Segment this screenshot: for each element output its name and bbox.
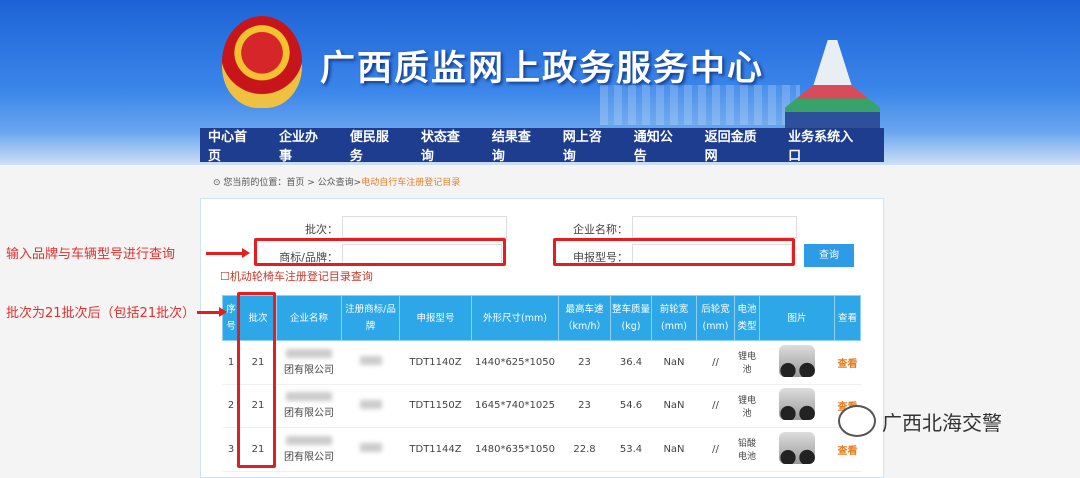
checkbox-icon[interactable]: ☐ [220,270,230,283]
table-row: 1 21 团有限公司 TDT1140Z 1440*625*1050 23 36.4 NaN//… [222,340,861,385]
wheelchair-query-link[interactable]: ☐机动轮椅车注册登记目录查询 [220,270,373,283]
col-image: 图片 [759,295,835,341]
cell-front: NaN [651,427,697,472]
col-model: 申报型号 [399,295,472,341]
cell-speed: 23 [558,384,611,428]
cell-size: 1480*635*1050 [471,427,559,472]
bike-thumbnail[interactable] [779,388,815,421]
nav-home[interactable]: 中心首页 [208,130,248,164]
cell-image [759,427,835,472]
company-label: 企业名称： [573,223,628,236]
highlight-model [553,238,795,266]
results-table: 序号 批次 企业名称 注册商标/品牌 申报型号 外形尺寸(mm) 最高车速（km… [222,295,861,472]
breadcrumb: ⊙ 您当前的位置：首页 > 公众查询>电动自行车注册登记目录 [213,178,461,188]
cell-model: TDT1150Z [399,384,472,428]
cell-front: NaN [651,340,697,385]
col-size: 外形尺寸(mm) [471,295,559,341]
nav-enterprise[interactable]: 企业办事 [278,130,318,164]
cell-brand [341,427,400,472]
col-battery: 电池类型 [734,295,760,341]
redacted-text [286,435,332,445]
view-link[interactable]: 查看 [837,358,858,370]
breadcrumb-current: 电动自行车注册登记目录 [361,178,461,188]
cell-model: TDT1144Z [399,427,472,472]
skyline-decoration [600,85,800,125]
site-header: 广西质监网上政务服务中心 [0,0,1080,165]
col-no: 序号 [222,295,240,341]
main-nav: 中心首页 企业办事 便民服务 状态查询 结果查询 网上咨询 通知公告 返回金质网… [200,128,884,164]
cell-size: 1440*625*1050 [471,340,559,385]
company-input[interactable] [632,216,797,238]
nav-public-service[interactable]: 便民服务 [349,130,389,164]
cell-front: NaN [651,384,697,428]
cell-batch: 21 [239,384,277,428]
highlight-brand [254,238,506,266]
cell-weight: 36.4 [610,340,652,385]
redacted-text [286,348,332,358]
annotation-batch: 批次为21批次后（包括21批次） [6,306,196,321]
col-rear: 后轮宽(mm) [696,295,735,341]
cell-company: 团有限公司 [276,340,342,385]
wechat-icon [838,405,876,437]
arrow-icon [197,307,227,317]
cell-size: 1645*740*1025 [471,384,559,428]
col-speed: 最高车速（km/h） [558,295,611,341]
nav-status-query[interactable]: 状态查询 [420,130,460,164]
cell-weight: 54.6 [610,384,652,428]
nav-notices[interactable]: 通知公告 [633,130,673,164]
col-view: 查看 [834,295,861,341]
cell-batch: 21 [239,340,277,385]
cell-company: 团有限公司 [276,384,342,428]
redacted-text [359,399,382,409]
redacted-text [359,356,382,366]
col-weight: 整车质量(kg) [610,295,652,341]
cell-brand [341,384,400,428]
cell-rear: // [696,340,735,385]
location-pin-icon: ⊙ [213,178,224,188]
cell-image [759,384,835,428]
cell-view[interactable]: 查看 [834,340,861,385]
cell-company: 团有限公司 [276,427,342,472]
col-company: 企业名称 [276,295,342,341]
col-front: 前轮宽(mm) [651,295,697,341]
bike-thumbnail[interactable] [779,431,815,464]
annotation-query: 输入品牌与车辆型号进行查询 [6,247,176,262]
arrow-icon [206,248,250,258]
nav-back[interactable]: 返回金质网 [704,130,757,164]
model-label: 申报型号： [573,251,628,264]
cell-battery: 锂电池 [734,384,760,428]
nav-consult[interactable]: 网上咨询 [562,130,602,164]
batch-label: 批次： [305,223,338,236]
cell-weight: 53.4 [610,427,652,472]
cell-battery: 锂电池 [734,340,760,385]
nav-system-entry[interactable]: 业务系统入口 [788,130,854,164]
cell-speed: 23 [558,340,611,385]
table-row: 3 21 团有限公司 TDT1144Z 1480*635*1050 22.8 53.4 NaN… [222,427,861,472]
cell-speed: 22.8 [558,427,611,472]
cell-rear: // [696,427,735,472]
cell-rear: // [696,384,735,428]
cell-no: 1 [222,340,240,385]
cell-model: TDT1140Z [399,340,472,385]
table-row: 2 21 团有限公司 TDT1150Z 1645*740*1025 23 54.6 NaN//… [222,384,861,428]
table-header-row: 序号 批次 企业名称 注册商标/品牌 申报型号 外形尺寸(mm) 最高车速（km… [222,295,861,341]
nav-result-query[interactable]: 结果查询 [491,130,531,164]
bike-thumbnail[interactable] [779,344,815,377]
cell-battery: 铅酸电池 [734,427,760,472]
cell-brand [341,340,400,385]
query-button[interactable]: 查询 [804,244,854,267]
highlight-batch-column [237,292,276,468]
redacted-text [359,443,382,453]
view-link[interactable]: 查看 [837,445,858,457]
brand-label: 商标/品牌： [279,251,338,264]
col-brand: 注册商标/品牌 [341,295,400,341]
col-batch: 批次 [239,295,277,341]
national-emblem-logo [222,16,302,108]
site-title: 广西质监网上政务服务中心 [320,49,765,89]
batch-input[interactable] [342,216,507,238]
wechat-watermark: 广西北海交警 [838,405,1002,437]
redacted-text [286,392,332,402]
cell-no: 2 [222,384,240,428]
cell-image [759,340,835,385]
